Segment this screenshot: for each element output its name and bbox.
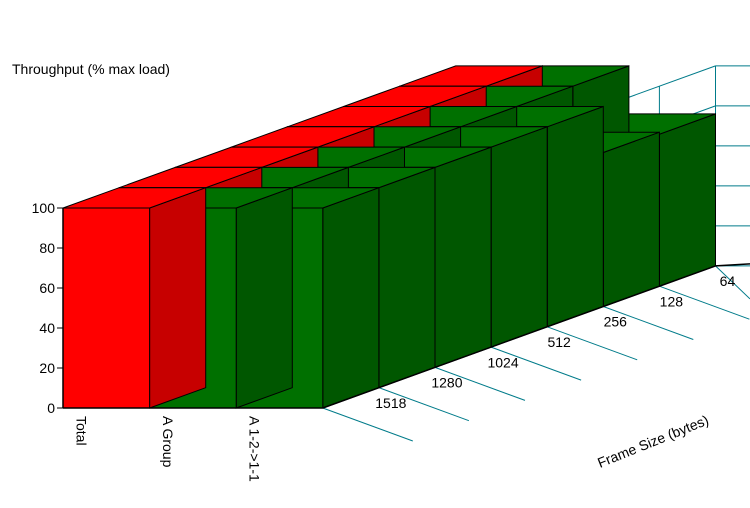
floor-gridline [659, 285, 750, 320]
bar-side [434, 146, 492, 369]
bar-front [62, 207, 151, 409]
floor-gridline [378, 387, 470, 422]
floor-gridline [322, 407, 413, 442]
bar-side [602, 131, 660, 308]
floor-gridline [715, 265, 750, 300]
floor-gridline [547, 326, 638, 361]
y-tick-label: 20 [39, 360, 55, 376]
y-tick-label: 60 [39, 280, 55, 296]
y-axis-title: Throughput (% max load) [12, 61, 170, 77]
bar-side [322, 186, 380, 409]
floor-axis-line [322, 265, 716, 409]
frame-size-label: 1518 [375, 395, 406, 411]
floor-gridline [490, 346, 582, 381]
frame-size-label: 128 [660, 293, 684, 309]
bars [62, 65, 716, 409]
y-tick-label: 100 [32, 200, 56, 216]
y-tick-label: 0 [47, 400, 55, 416]
series-label: A Group [160, 416, 176, 468]
floor-gridline [603, 306, 694, 340]
frame-size-label: 1024 [487, 354, 518, 370]
back-floor-edge [715, 263, 750, 267]
bar-side [658, 113, 716, 287]
series-label: Total [73, 416, 89, 446]
z-axis-title: Frame Size (bytes) [595, 412, 711, 471]
bar-side [378, 166, 436, 389]
floor-gridline [434, 366, 526, 401]
series-label: A 1-2->1-1 [247, 416, 263, 482]
frame-size-label: 512 [547, 334, 571, 350]
frame-size-label: 64 [720, 273, 736, 289]
bar-side [490, 126, 548, 348]
y-tick-label: 80 [39, 240, 55, 256]
bar-side [235, 186, 293, 409]
y-tick-label: 40 [39, 320, 55, 336]
bar-side [149, 186, 207, 409]
frame-size-label: 1280 [431, 375, 462, 391]
frame-size-label: 256 [604, 314, 628, 330]
bar [62, 186, 207, 409]
bar-side [546, 105, 604, 328]
